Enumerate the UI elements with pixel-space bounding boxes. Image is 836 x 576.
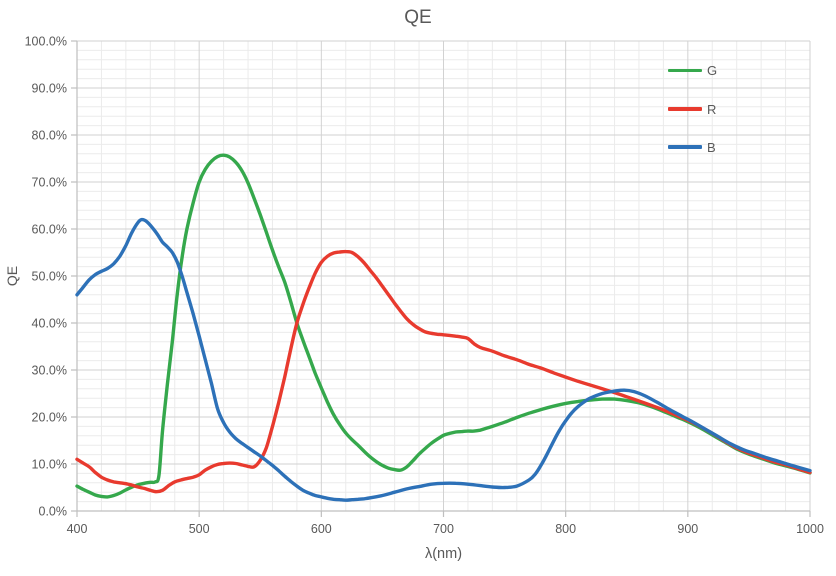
x-tick-label: 1000 xyxy=(796,522,824,536)
x-tick-label: 800 xyxy=(555,522,576,536)
legend-label-r: R xyxy=(707,101,717,117)
legend-item-b: B xyxy=(668,141,716,154)
legend-item-r: R xyxy=(668,103,716,116)
y-tick-label: 30.0% xyxy=(32,364,67,378)
y-tick-label: 70.0% xyxy=(32,176,67,190)
series-G-line xyxy=(75,153,812,499)
legend-swatch-r xyxy=(668,107,702,111)
x-tick-label: 500 xyxy=(189,522,210,536)
legend-label-g: G xyxy=(707,63,718,78)
x-tick-label: 700 xyxy=(433,522,454,536)
y-tick-label: 0.0% xyxy=(39,505,68,519)
legend-swatch-b xyxy=(668,145,702,149)
legend-label-b: B xyxy=(707,139,716,155)
series-R-line xyxy=(75,249,812,494)
legend-swatch-g xyxy=(668,68,702,73)
x-tick-label: 600 xyxy=(311,522,332,536)
y-tick-label: 60.0% xyxy=(32,223,67,237)
y-axis-title: QE xyxy=(4,265,20,287)
x-tick-label: 400 xyxy=(67,522,88,536)
y-tick-label: 20.0% xyxy=(32,411,67,425)
x-axis-title: λ(nm) xyxy=(424,546,463,562)
y-tick-label: 50.0% xyxy=(32,270,67,284)
legend-item-g: G xyxy=(668,64,717,77)
y-tick-label: 40.0% xyxy=(32,317,67,331)
y-tick-label: 90.0% xyxy=(32,82,67,96)
y-tick-label: 10.0% xyxy=(32,458,67,472)
x-tick-label: 900 xyxy=(677,522,698,536)
series-B-line xyxy=(75,217,812,502)
chart-title: QE xyxy=(404,7,432,28)
y-tick-label: 80.0% xyxy=(32,129,67,143)
y-tick-label: 100.0% xyxy=(25,35,67,49)
